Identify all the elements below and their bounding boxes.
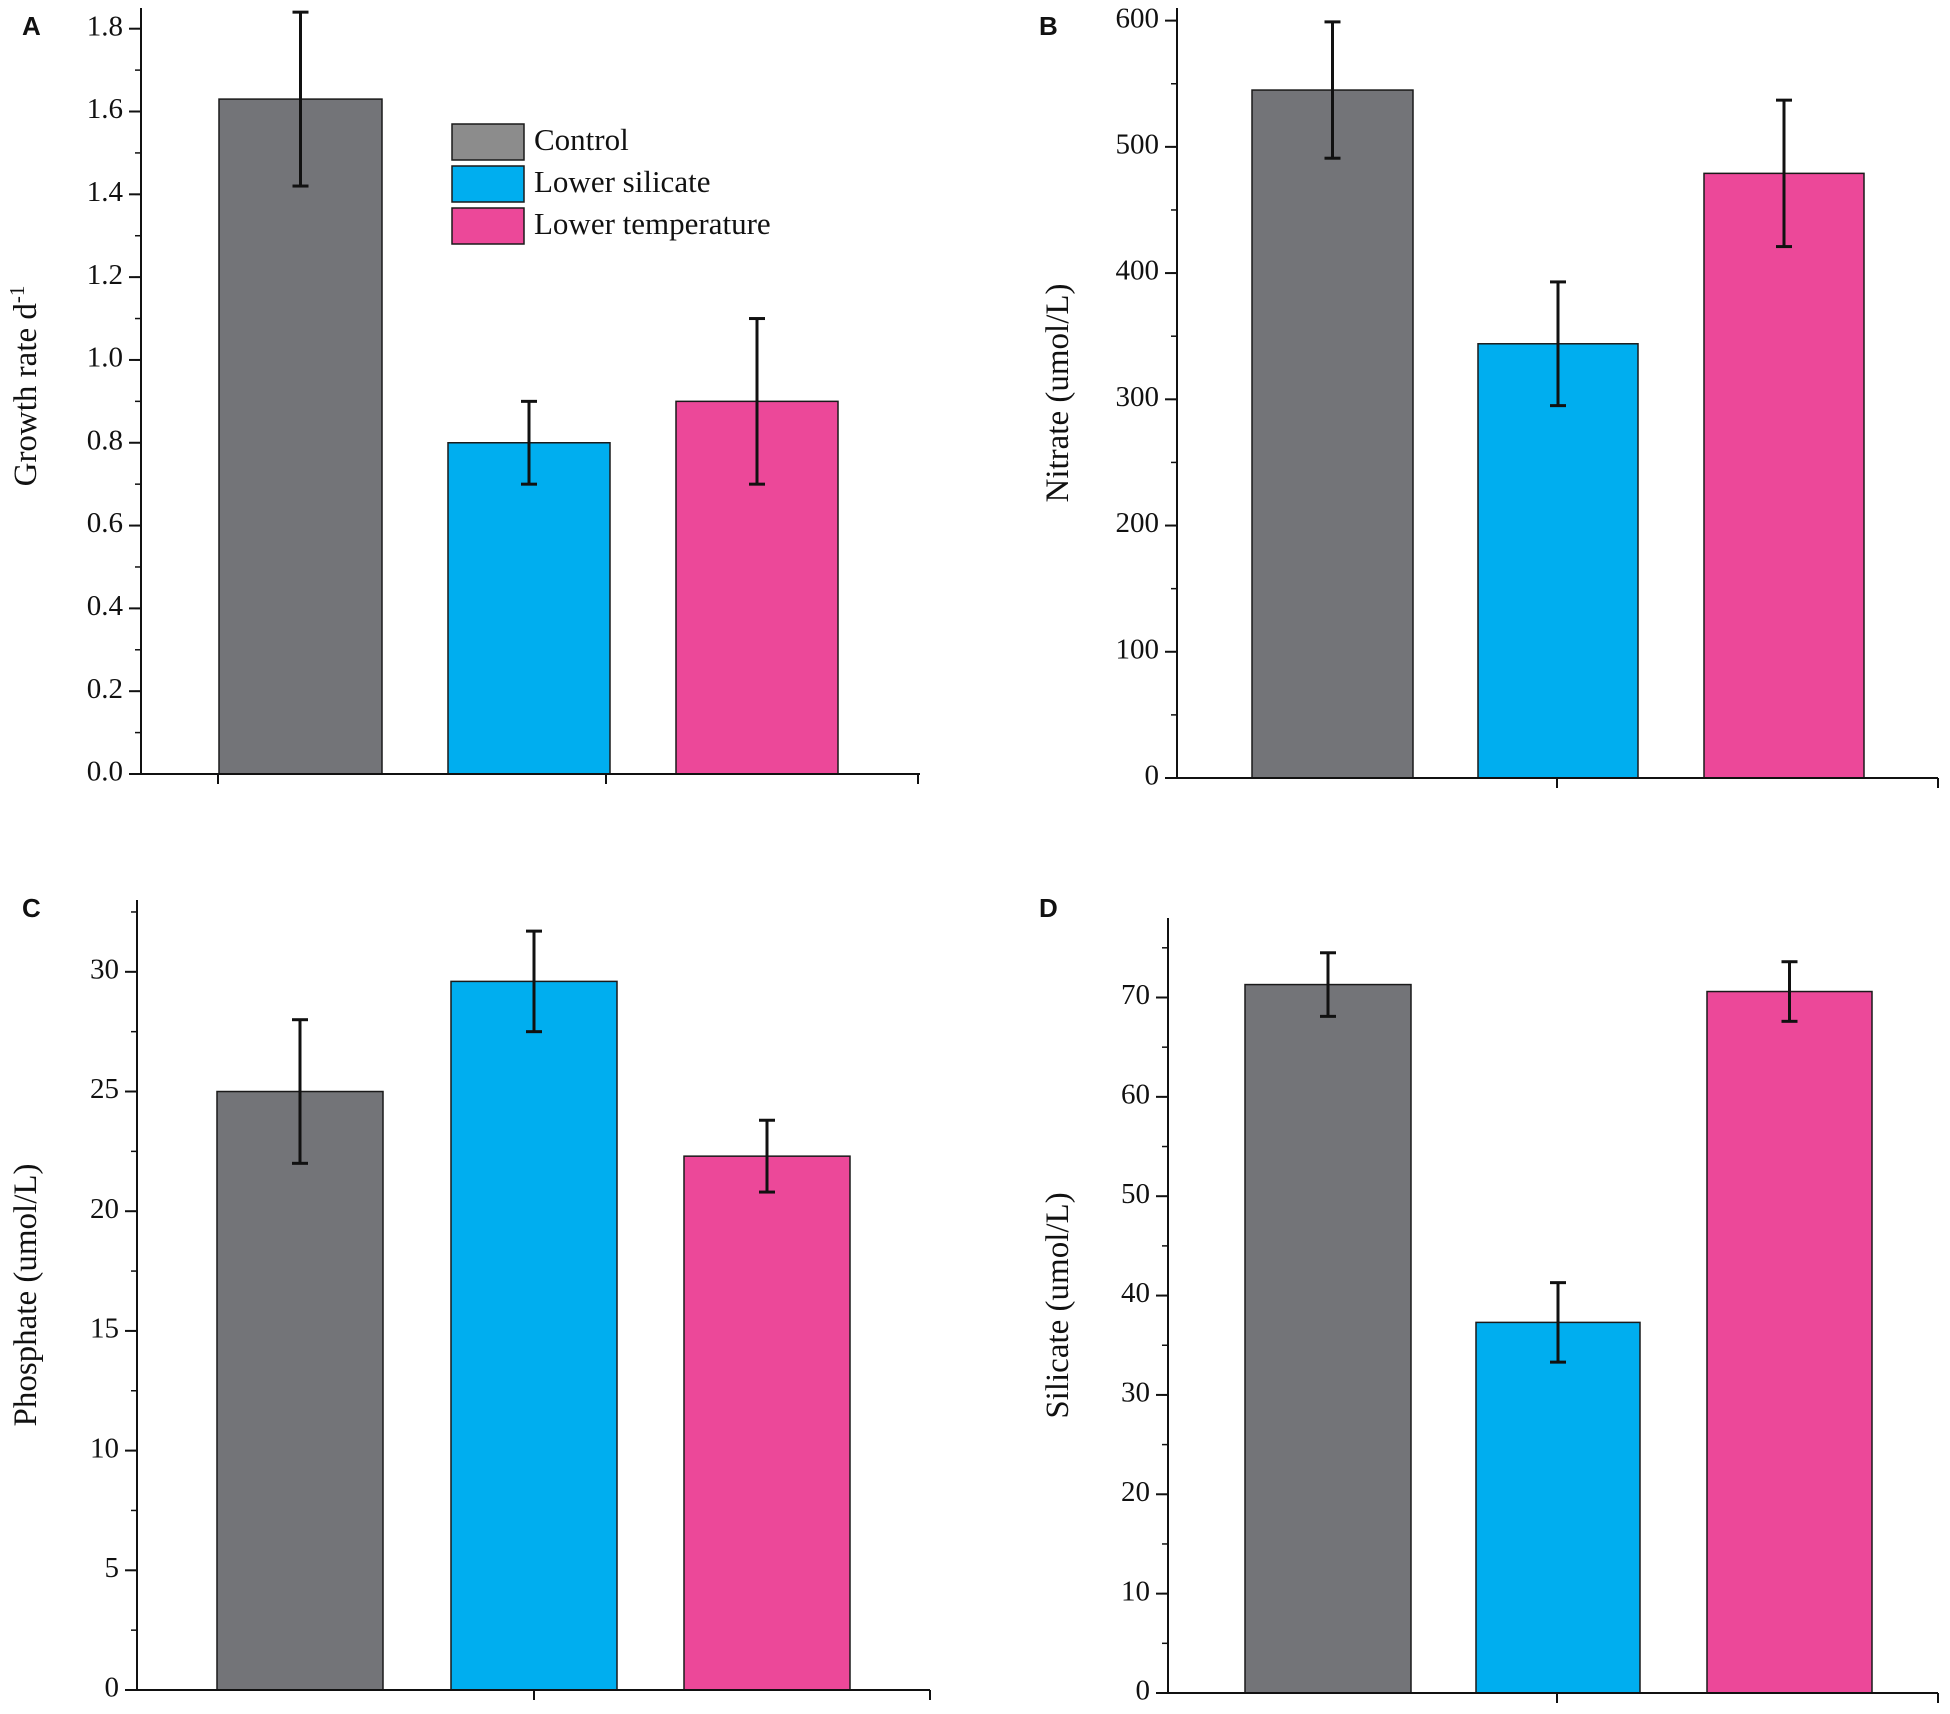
bar-control <box>216 1090 384 1691</box>
panel-a: A 0.0 0.2 0.4 0.6 0.8 1.0 1.2 1.4 1.6 1.8 Growth ra… <box>5 8 920 788</box>
legend-swatch-lower-temperature <box>451 207 525 245</box>
panel-letter-c: C <box>22 893 41 923</box>
legend-swatch-control <box>451 123 525 161</box>
y-tick-label: 400 <box>1116 255 1160 287</box>
panel-letter-a: A <box>22 11 41 41</box>
y-tick-label: 60 <box>1121 1079 1150 1111</box>
y-tick-label: 20 <box>90 1193 119 1225</box>
y-tick-label: 0.6 <box>87 507 123 539</box>
y-tick-label: 1.8 <box>87 10 123 42</box>
y-tick-label: 20 <box>1121 1476 1150 1508</box>
bar-control <box>1244 983 1412 1694</box>
panel-c: C 0 5 10 15 20 25 30 Phosphate (umol/L) <box>8 893 931 1704</box>
y-axis-label-superscript: -1 <box>5 286 29 304</box>
y-tick-label: 0 <box>105 1672 120 1704</box>
y-tick-label: 1.0 <box>87 342 123 374</box>
y-tick-label: 5 <box>105 1552 120 1584</box>
bar-lower-temperature <box>1706 990 1873 1694</box>
y-tick-label: 50 <box>1121 1178 1150 1210</box>
y-tick-label: 300 <box>1116 381 1160 413</box>
y-tick-label: 500 <box>1116 129 1160 161</box>
y-tick-label: 30 <box>90 953 119 985</box>
y-tick-label: 200 <box>1116 507 1160 539</box>
y-tick-label: 25 <box>90 1073 119 1105</box>
bar-lower-silicate <box>447 442 611 775</box>
legend-label-lower-silicate: Lower silicate <box>534 164 710 199</box>
legend-label-lower-temperature: Lower temperature <box>534 206 771 241</box>
y-tick-label: 15 <box>90 1313 119 1345</box>
y-tick-label: 1.2 <box>87 259 123 291</box>
bar-lower-temperature <box>1703 172 1865 779</box>
y-tick-label: 0.8 <box>87 424 123 456</box>
bar-lower-silicate <box>1475 1321 1641 1694</box>
y-tick-label: 1.6 <box>87 93 123 125</box>
bar-control <box>218 98 383 775</box>
y-axis-label: Phosphate (umol/L) <box>8 1163 44 1426</box>
y-tick-label: 40 <box>1121 1277 1150 1309</box>
y-tick-label: 30 <box>1121 1377 1150 1409</box>
y-tick-label: 600 <box>1116 2 1160 34</box>
legend: Control Lower silicate Lower temperature <box>451 122 771 245</box>
y-tick-label: 0 <box>1145 760 1160 792</box>
y-tick-label: 0.0 <box>87 756 123 788</box>
y-axis-label: Silicate (umol/L) <box>1040 1192 1076 1418</box>
bar-lower-silicate <box>450 980 618 1691</box>
y-tick-label: 100 <box>1116 633 1160 665</box>
bar-control <box>1251 89 1414 779</box>
bar-lower-temperature <box>683 1155 851 1691</box>
bar-lower-silicate <box>1477 343 1639 779</box>
y-tick-label: 0.4 <box>87 590 124 622</box>
legend-label-control: Control <box>534 122 629 157</box>
y-tick-label: 70 <box>1121 979 1150 1011</box>
panel-d: D 0 10 20 30 40 50 60 70 Silicate (umol/L) <box>1039 893 1939 1707</box>
panel-letter-b: B <box>1039 11 1058 41</box>
y-tick-label: 10 <box>1121 1575 1150 1607</box>
y-tick-label: 0.2 <box>87 673 123 705</box>
y-axis-label: Nitrate (umol/L) <box>1040 283 1076 502</box>
y-tick-label: 1.4 <box>87 176 124 208</box>
panel-letter-d: D <box>1039 893 1058 923</box>
legend-swatch-lower-silicate <box>451 165 525 203</box>
y-tick-label: 0 <box>1136 1675 1151 1707</box>
y-axis-label: Growth rate d-1 <box>5 286 44 487</box>
panel-b: B 0 100 200 300 400 500 600 Nitrate (umol/L) <box>1039 2 1939 792</box>
y-tick-label: 10 <box>90 1432 119 1464</box>
